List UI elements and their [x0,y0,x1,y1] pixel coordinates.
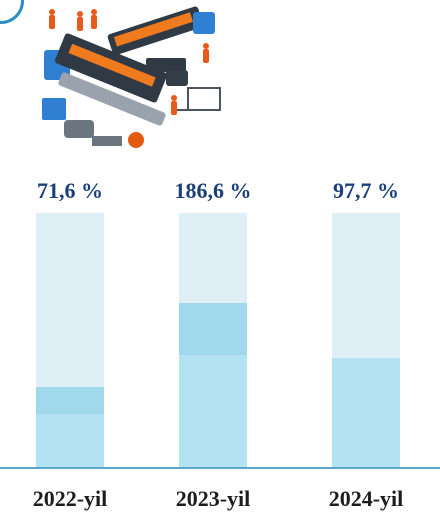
factory-illustration-icon [28,0,238,170]
chart-baseline [0,467,440,469]
bar-track-2 [179,213,247,467]
value-label-1: 71,6 % [37,178,103,203]
category-label-3: 2024-yil [328,486,404,511]
value-label-3: 97,7 % [333,178,399,203]
category-label-1: 2022-yil [32,486,108,511]
corner-decoration [0,0,24,24]
bar-track-3 [332,213,400,467]
bar-2 [179,355,247,467]
bar-3 [332,357,400,467]
bar-track-1 [36,213,104,467]
bar-segment-1 [36,386,104,414]
value-label-2: 186,6 % [174,178,252,203]
category-label-2: 2023-yil [175,486,251,511]
bar-segment-2 [179,303,247,355]
